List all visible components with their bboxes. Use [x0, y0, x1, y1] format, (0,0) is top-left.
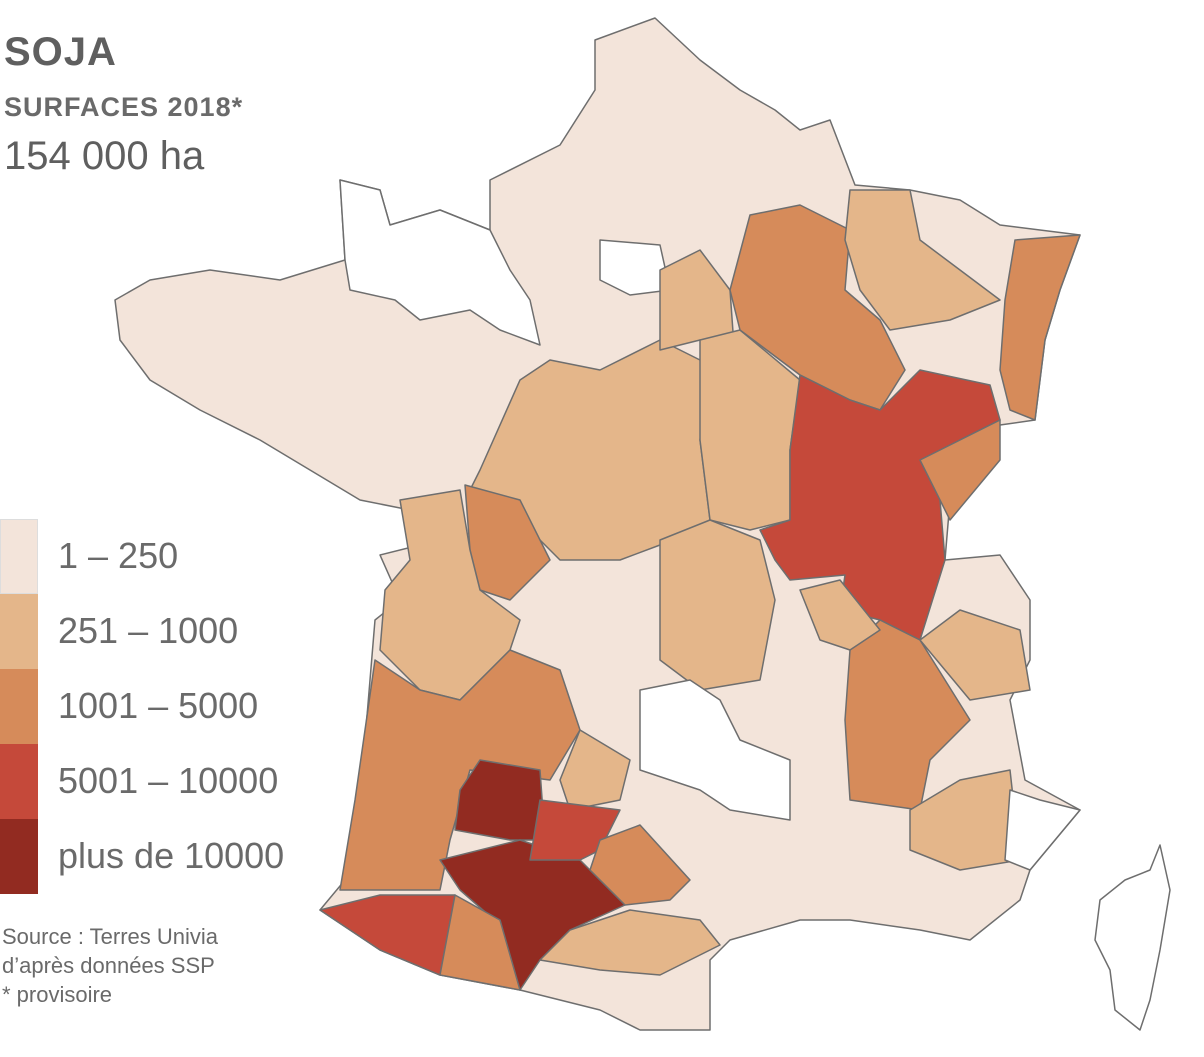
region [339, 179, 541, 346]
legend-swatch [0, 594, 38, 669]
legend-label: 1001 – 5000 [58, 685, 259, 726]
region [589, 824, 691, 906]
total-area: 154 000 ha [4, 134, 205, 178]
source-note: Source : Terres Univia d’après données SS… [2, 922, 218, 1009]
region [319, 894, 456, 976]
region [639, 679, 791, 821]
region [539, 909, 721, 976]
region [339, 649, 581, 891]
region [919, 609, 1031, 701]
region [919, 419, 1001, 521]
region [799, 579, 881, 651]
source-line: * provisoire [2, 982, 113, 1007]
legend-label: 1 – 250 [58, 535, 179, 576]
corsica [1094, 844, 1171, 1031]
map-title: SOJA [4, 30, 117, 74]
source-line: Source : Terres Univia [2, 924, 219, 949]
legend-label: 5001 – 10000 [58, 760, 279, 801]
legend-swatch [0, 744, 38, 819]
source-line: d’après données SSP [2, 953, 215, 978]
region [844, 189, 1001, 331]
region [844, 619, 971, 811]
legend-label: plus de 10000 [58, 835, 285, 876]
region [439, 894, 521, 991]
region [659, 519, 776, 691]
legend-swatch [0, 819, 38, 894]
legend-swatch [0, 519, 38, 594]
region [529, 799, 621, 861]
map-subtitle: SURFACES 2018* [4, 92, 244, 122]
legend-swatch [0, 669, 38, 744]
region [599, 239, 671, 296]
region [729, 204, 906, 411]
region [1004, 789, 1081, 871]
region [454, 759, 546, 841]
legend-label: 251 – 1000 [58, 610, 239, 651]
region [999, 234, 1081, 421]
departments [114, 17, 1171, 1031]
